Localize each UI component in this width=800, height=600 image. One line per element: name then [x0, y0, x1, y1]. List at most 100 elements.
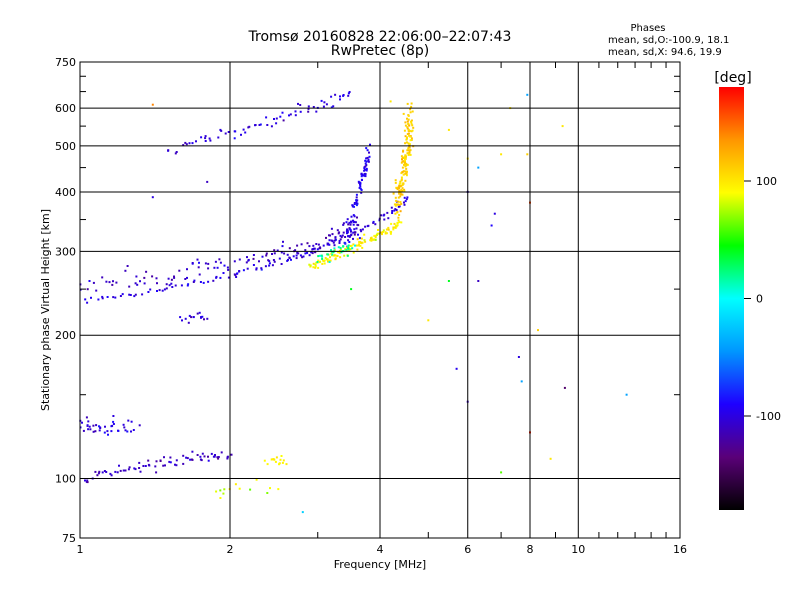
data-point: [378, 232, 381, 235]
data-point: [223, 488, 226, 491]
data-point: [374, 223, 377, 226]
data-point: [124, 269, 127, 272]
colorbar-tick-label: 100: [756, 175, 777, 188]
data-point: [196, 258, 199, 261]
data-point: [238, 258, 241, 261]
data-point: [360, 237, 363, 240]
data-point: [260, 267, 263, 270]
x-tick-label: 1: [77, 543, 84, 556]
data-point: [110, 474, 113, 477]
data-point: [361, 228, 364, 231]
data-point: [278, 463, 280, 466]
data-point: [398, 192, 401, 194]
data-point: [270, 125, 273, 128]
data-point: [342, 222, 345, 225]
data-point: [332, 105, 335, 108]
data-point: [360, 178, 363, 181]
data-point: [147, 463, 150, 466]
data-point: [402, 150, 404, 153]
data-point: [410, 105, 413, 108]
data-point: [406, 137, 408, 140]
data-point: [406, 120, 409, 123]
data-point: [272, 259, 275, 261]
x-tick-label: 2: [227, 543, 234, 556]
data-point: [230, 453, 233, 456]
data-point: [319, 254, 321, 257]
data-point: [410, 137, 413, 140]
data-point: [402, 173, 405, 176]
data-point: [204, 137, 207, 140]
data-point: [185, 143, 188, 146]
data-point: [360, 175, 363, 178]
data-point: [233, 260, 236, 263]
data-point: [348, 221, 351, 224]
data-point: [136, 283, 139, 286]
data-point: [265, 254, 268, 257]
data-point: [122, 423, 125, 426]
data-point: [139, 280, 141, 283]
data-point: [161, 289, 164, 292]
x-tick-label: 8: [527, 543, 534, 556]
data-point: [380, 231, 383, 234]
data-point: [240, 133, 242, 136]
data-point: [307, 110, 310, 113]
data-point: [395, 203, 397, 206]
data-point: [151, 275, 154, 278]
data-point: [214, 260, 217, 263]
data-point: [273, 118, 275, 120]
data-point: [330, 239, 333, 242]
data-point: [365, 169, 368, 172]
data-point: [90, 296, 92, 299]
data-point: [329, 256, 331, 259]
data-point: [288, 256, 291, 259]
data-point: [107, 433, 109, 436]
data-point: [155, 277, 158, 280]
data-point: [400, 176, 403, 179]
data-point: [326, 242, 329, 245]
data-point: [143, 282, 146, 285]
y-tick-label: 750: [55, 56, 76, 69]
data-point: [312, 106, 315, 108]
data-point: [394, 212, 397, 215]
data-point: [129, 294, 132, 296]
data-point: [353, 215, 356, 218]
data-point: [405, 198, 408, 201]
data-point: [396, 188, 399, 191]
data-point: [344, 242, 347, 245]
data-point: [260, 268, 263, 271]
data-point: [399, 195, 402, 198]
data-point: [271, 253, 273, 255]
data-point: [317, 255, 320, 258]
data-point: [244, 131, 247, 134]
data-point: [216, 266, 219, 269]
data-point: [350, 215, 353, 218]
data-point: [359, 228, 362, 231]
data-point: [355, 244, 358, 247]
data-point: [191, 458, 194, 461]
data-point: [96, 474, 99, 477]
y-tick-label: 600: [55, 102, 76, 115]
data-point: [130, 430, 132, 433]
data-point: [355, 200, 358, 203]
data-point: [358, 181, 361, 184]
data-point: [404, 161, 406, 164]
data-point: [317, 243, 320, 246]
data-point: [226, 457, 229, 460]
data-point: [330, 249, 332, 252]
data-point: [403, 163, 405, 166]
data-point: [328, 234, 330, 237]
data-point: [355, 204, 358, 207]
data-point: [179, 316, 182, 319]
data-point: [258, 260, 260, 263]
data-point: [134, 282, 137, 285]
data-point: [360, 191, 363, 194]
data-point: [227, 268, 230, 271]
data-point: [367, 159, 370, 162]
data-point: [350, 230, 352, 233]
data-point: [349, 248, 352, 251]
data-point: [268, 262, 271, 265]
data-point: [354, 221, 357, 224]
data-point: [327, 260, 329, 263]
data-point: [405, 164, 408, 167]
data-point: [357, 224, 360, 227]
